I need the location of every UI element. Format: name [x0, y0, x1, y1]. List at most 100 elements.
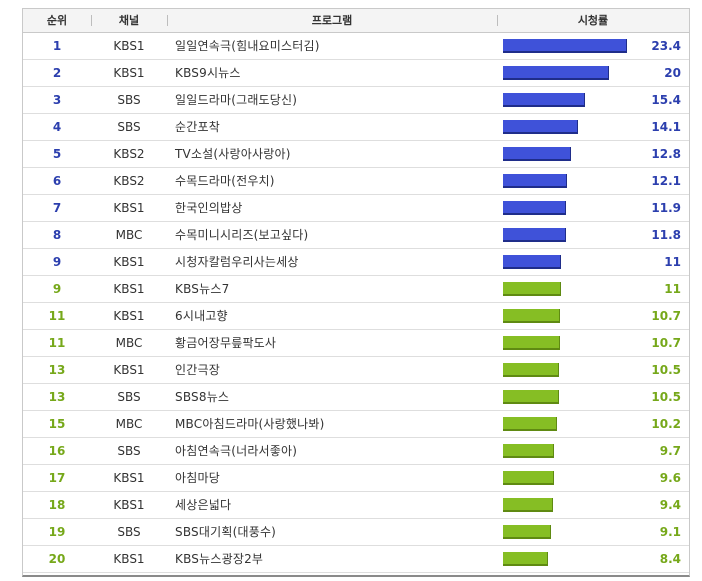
rank-cell: 5 — [52, 147, 62, 161]
table-row: 15 MBC MBC아침드라마(사랑했나봐) 10.2 — [23, 411, 689, 438]
header-program: 프로그램 — [311, 14, 353, 27]
program-cell: 황금어장무릎팍도사 — [175, 336, 277, 350]
rating-bar — [503, 120, 578, 134]
rating-bar — [503, 525, 551, 539]
rating-value: 11.8 — [651, 228, 681, 242]
rank-cell: 4 — [52, 120, 62, 134]
rating-bar — [503, 282, 561, 296]
rating-value: 9.7 — [659, 444, 681, 458]
rating-bar — [503, 39, 627, 53]
rating-value: 10.7 — [651, 336, 681, 350]
rating-bar — [503, 66, 609, 80]
rating-value: 15.4 — [651, 93, 681, 107]
channel-cell: KBS1 — [113, 201, 145, 215]
rank-cell: 18 — [48, 498, 66, 512]
rating-bar — [503, 309, 560, 323]
table-row: 11 KBS1 6시내고향 10.7 — [23, 303, 689, 330]
rating-bar — [503, 147, 571, 161]
channel-cell: SBS — [117, 93, 141, 107]
program-cell: 아침마당 — [175, 471, 220, 485]
rank-cell: 15 — [48, 417, 66, 431]
rating-value: 12.1 — [651, 174, 681, 188]
channel-cell: SBS — [117, 525, 141, 539]
header-divider — [497, 15, 498, 26]
channel-cell: KBS1 — [113, 471, 145, 485]
channel-cell: KBS1 — [113, 282, 145, 296]
table-row: 17 KBS1 아침마당 9.6 — [23, 465, 689, 492]
table-row: 13 KBS1 인간극장 10.5 — [23, 357, 689, 384]
rank-cell: 11 — [48, 336, 66, 350]
table-row: 7 KBS1 한국인의밥상 11.9 — [23, 195, 689, 222]
rating-value: 10.5 — [651, 363, 681, 377]
rating-value: 14.1 — [651, 120, 681, 134]
channel-cell: KBS1 — [113, 309, 145, 323]
channel-cell: SBS — [117, 120, 141, 134]
table-row: 11 MBC 황금어장무릎팍도사 10.7 — [23, 330, 689, 357]
rating-bar — [503, 201, 566, 215]
rank-cell: 7 — [52, 201, 62, 215]
rating-bar — [503, 498, 553, 512]
program-cell: 수목미니시리즈(보고싶다) — [175, 228, 309, 242]
table-row: 13 SBS SBS8뉴스 10.5 — [23, 384, 689, 411]
rank-cell: 1 — [52, 39, 62, 53]
rank-cell: 9 — [52, 255, 62, 269]
rank-cell: 8 — [52, 228, 62, 242]
table-row: 19 SBS SBS대기획(대풍수) 9.1 — [23, 519, 689, 546]
program-cell: 세상은넓다 — [175, 498, 232, 512]
table-header: 순위 채널 프로그램 시청률 — [23, 9, 689, 33]
rating-bar — [503, 390, 559, 404]
rating-bar — [503, 417, 557, 431]
rating-bar — [503, 255, 561, 269]
program-cell: 6시내고향 — [175, 309, 228, 323]
rating-value: 10.7 — [651, 309, 681, 323]
rank-cell: 9 — [52, 282, 62, 296]
rating-bar — [503, 471, 554, 485]
rating-bar — [503, 444, 554, 458]
program-cell: 수목드라마(전우치) — [175, 174, 275, 188]
program-cell: KBS9시뉴스 — [175, 66, 241, 80]
rating-value: 9.4 — [659, 498, 681, 512]
header-rank: 순위 — [46, 14, 68, 27]
table-row: 9 KBS1 KBS뉴스7 11 — [23, 276, 689, 303]
header-divider — [167, 15, 168, 26]
program-cell: 한국인의밥상 — [175, 201, 243, 215]
channel-cell: MBC — [115, 336, 143, 350]
header-divider — [91, 15, 92, 26]
rank-cell: 6 — [52, 174, 62, 188]
rating-value: 12.8 — [651, 147, 681, 161]
rating-bar — [503, 336, 560, 350]
rank-cell: 16 — [48, 444, 66, 458]
channel-cell: SBS — [117, 444, 141, 458]
rating-value: 8.4 — [659, 552, 681, 566]
rating-value: 11 — [664, 282, 681, 296]
channel-cell: KBS1 — [113, 363, 145, 377]
rating-value: 11 — [664, 255, 681, 269]
rating-bar — [503, 174, 567, 188]
rating-bar — [503, 93, 585, 107]
table-row: 16 SBS 아침연속극(너라서좋아) 9.7 — [23, 438, 689, 465]
channel-cell: KBS1 — [113, 552, 145, 566]
rating-value: 10.2 — [651, 417, 681, 431]
channel-cell: KBS1 — [113, 255, 145, 269]
ratings-table: 순위 채널 프로그램 시청률 1 KBS1 일일연속극(힘내요미스터김) 23.4 2 K… — [22, 8, 690, 577]
rating-value: 10.5 — [651, 390, 681, 404]
program-cell: TV소설(사랑아사랑아) — [175, 147, 291, 161]
header-channel: 채널 — [118, 14, 140, 27]
rating-bar — [503, 228, 566, 242]
channel-cell: KBS1 — [113, 66, 145, 80]
rank-cell: 11 — [48, 309, 66, 323]
channel-cell: KBS1 — [113, 498, 145, 512]
rating-value: 11.9 — [651, 201, 681, 215]
channel-cell: KBS2 — [113, 147, 145, 161]
rank-cell: 20 — [48, 552, 66, 566]
table-row: 8 MBC 수목미니시리즈(보고싶다) 11.8 — [23, 222, 689, 249]
table-row: 3 SBS 일일드라마(그래도당신) 15.4 — [23, 87, 689, 114]
rating-bar — [503, 552, 548, 566]
program-cell: 아침연속극(너라서좋아) — [175, 444, 298, 458]
program-cell: 일일드라마(그래도당신) — [175, 93, 298, 107]
program-cell: KBS뉴스7 — [175, 282, 230, 296]
rating-value: 20 — [664, 66, 681, 80]
channel-cell: MBC — [115, 228, 143, 242]
rating-value: 9.1 — [659, 525, 681, 539]
table-row: 18 KBS1 세상은넓다 9.4 — [23, 492, 689, 519]
